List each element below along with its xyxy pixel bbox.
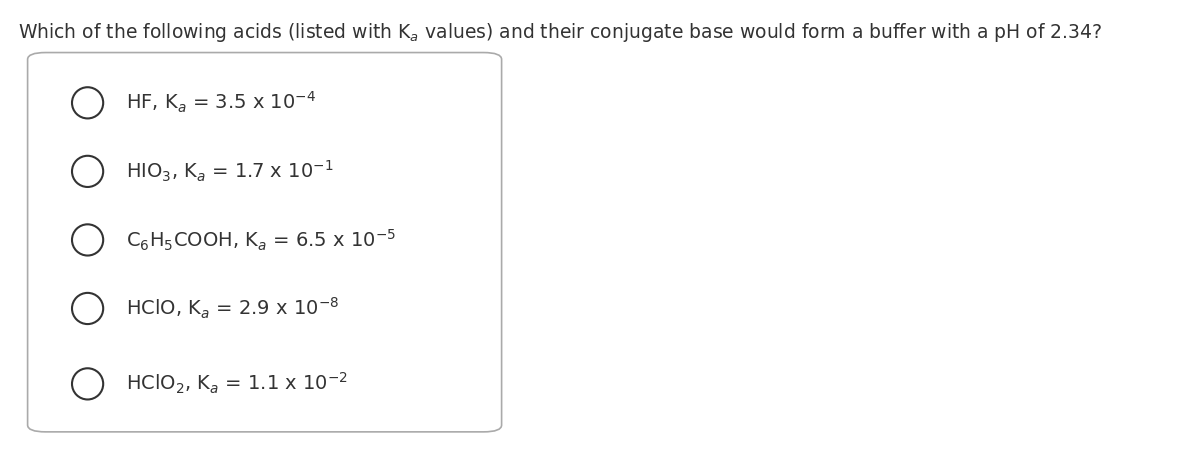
Text: Which of the following acids (listed with K$_a$ values) and their conjugate base: Which of the following acids (listed wit… xyxy=(18,21,1103,43)
Text: HIO$_3$, K$_a$ = 1.7 x 10$^{-1}$: HIO$_3$, K$_a$ = 1.7 x 10$^{-1}$ xyxy=(126,159,334,184)
FancyBboxPatch shape xyxy=(28,53,502,432)
Text: HClO$_2$, K$_a$ = 1.1 x 10$^{-2}$: HClO$_2$, K$_a$ = 1.1 x 10$^{-2}$ xyxy=(126,371,348,397)
Text: HClO, K$_a$ = 2.9 x 10$^{-8}$: HClO, K$_a$ = 2.9 x 10$^{-8}$ xyxy=(126,296,340,321)
Text: C$_6$H$_5$COOH, K$_a$ = 6.5 x 10$^{-5}$: C$_6$H$_5$COOH, K$_a$ = 6.5 x 10$^{-5}$ xyxy=(126,227,396,253)
Text: HF, K$_a$ = 3.5 x 10$^{-4}$: HF, K$_a$ = 3.5 x 10$^{-4}$ xyxy=(126,90,316,116)
